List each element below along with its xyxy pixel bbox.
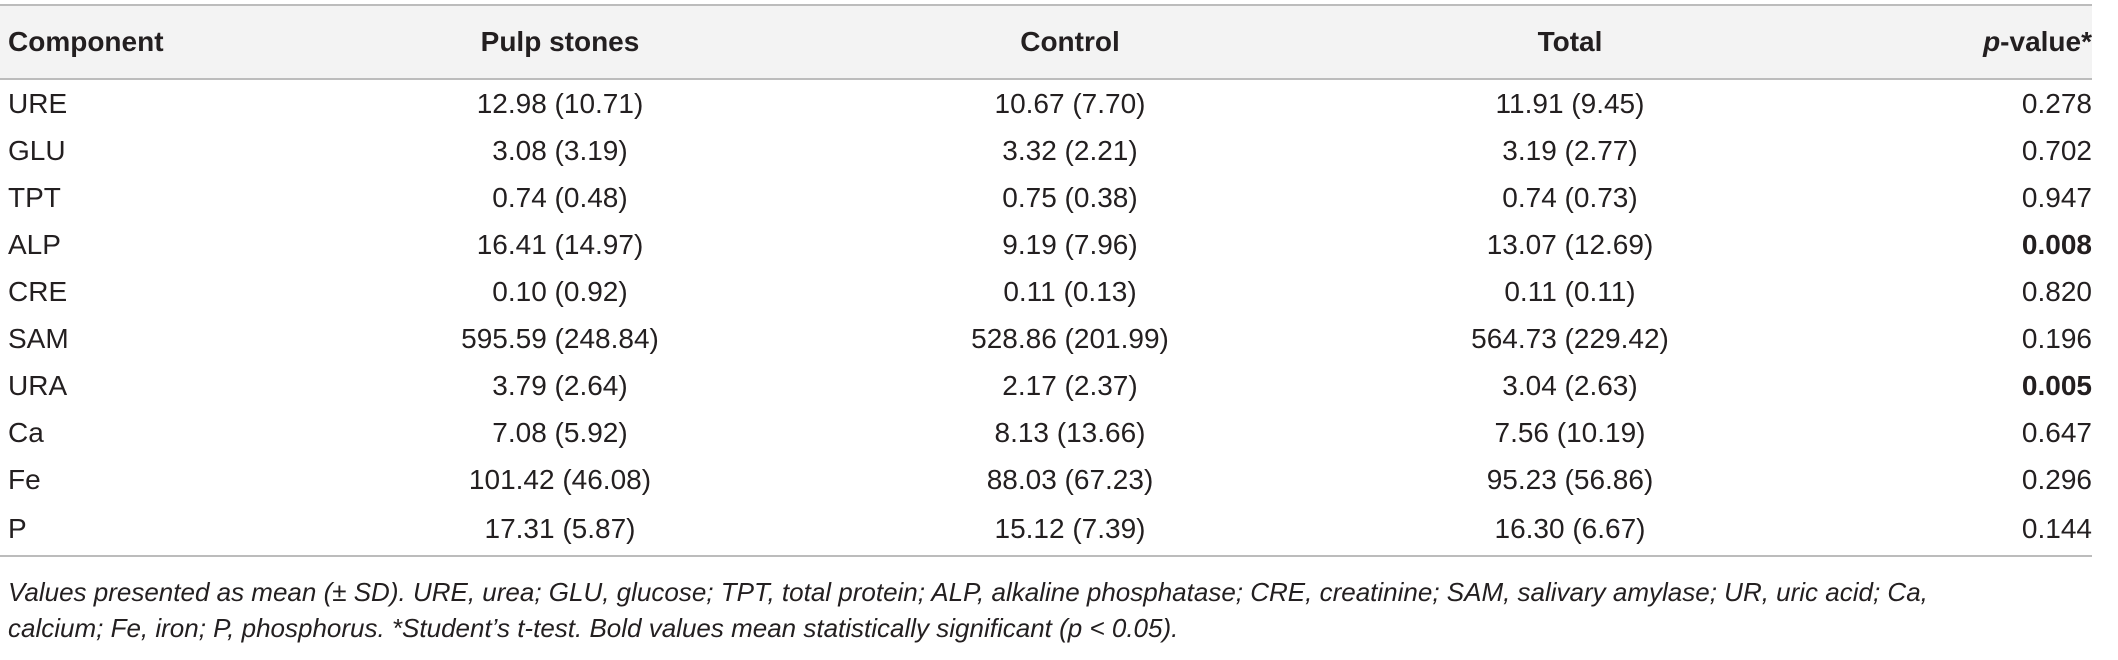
cell-control: 3.32 (2.21) [1002,134,1138,166]
header-p-value: p-value* [1820,4,2092,80]
cell-component: GLU [8,134,66,166]
cell-p-value: 0.647 [2021,416,2092,448]
cell-control: 10.67 (7.70) [994,87,1146,119]
cell-p-value: 0.144 [1820,503,2092,557]
cell-total: 7.56 (10.19) [1494,416,1646,448]
cell-component: Ca [8,416,44,448]
table-row: SAM 595.59 (248.84) 528.86 (201.99) 564.73 … [0,315,2092,362]
cell-total: 16.30 (6.67) [1320,503,1820,557]
table-footnote: Values presented as mean (± SD). URE, ur… [8,574,2098,646]
cell-control: 8.13 (13.66) [994,416,1146,448]
cell-control: 528.86 (201.99) [971,322,1169,354]
header-pulp-stones: Pulp stones [300,4,820,80]
cell-pulp-stones: 16.41 (14.97) [476,228,644,260]
table-row: URE 12.98 (10.71) 10.67 (7.70) 11.91 (9.45)… [0,79,2092,127]
cell-total: 0.74 (0.73) [1502,181,1638,213]
cell-pulp-stones: 0.74 (0.48) [492,181,628,213]
footnote-line-2: calcium; Fe, iron; P, phosphorus. *Stude… [8,613,1179,643]
header-total: Total [1320,4,1820,80]
header-p-value-rest: -value* [2000,26,2092,57]
table-row: URA 3.79 (2.64) 2.17 (2.37) 3.04 (2.63) 0.00… [0,362,2092,409]
cell-p-value: 0.008 [2021,228,2092,260]
cell-pulp-stones: 101.42 (46.08) [468,463,652,495]
header-control: Control [820,4,1320,80]
cell-control: 9.19 (7.96) [1002,228,1138,260]
table-row: CRE 0.10 (0.92) 0.11 (0.13) 0.11 (0.11) 0.82… [0,268,2092,315]
cell-total: 3.04 (2.63) [1502,369,1638,401]
cell-component: P [0,503,300,557]
cell-total: 13.07 (12.69) [1486,228,1654,260]
cell-control: 15.12 (7.39) [820,503,1320,557]
cell-total: 564.73 (229.42) [1471,322,1669,354]
cell-component: TPT [8,181,61,213]
cell-control: 2.17 (2.37) [1002,369,1138,401]
cell-control: 88.03 (67.23) [986,463,1154,495]
cell-component: SAM [8,322,69,354]
cell-pulp-stones: 3.08 (3.19) [492,134,628,166]
cell-p-value: 0.296 [2021,463,2092,495]
cell-p-value: 0.005 [2021,369,2092,401]
table-row: P 17.31 (5.87) 15.12 (7.39) 16.30 (6.67) 0.1… [0,503,2092,557]
table-row: TPT 0.74 (0.48) 0.75 (0.38) 0.74 (0.73) 0.94… [0,174,2092,221]
cell-total: 95.23 (56.86) [1486,463,1654,495]
table-header: Component Pulp stones Control Total p-va… [0,4,2092,80]
table-row: Fe 101.42 (46.08) 88.03 (67.23) 95.23 (56.8… [0,456,2092,503]
cell-total: 3.19 (2.77) [1502,134,1638,166]
cell-component: CRE [8,275,68,307]
cell-p-value: 0.947 [2021,181,2092,213]
cell-pulp-stones: 12.98 (10.71) [476,87,644,119]
table-row: Ca 7.08 (5.92) 8.13 (13.66) 7.56 (10.19) 0.6… [0,409,2092,456]
cell-pulp-stones: 7.08 (5.92) [492,416,628,448]
cell-pulp-stones: 0.10 (0.92) [492,275,628,307]
header-row: Component Pulp stones Control Total p-va… [0,4,2092,80]
cell-pulp-stones: 17.31 (5.87) [300,503,820,557]
cell-component: URA [8,369,68,401]
table-row: ALP 16.41 (14.97) 9.19 (7.96) 13.07 (12.69)… [0,221,2092,268]
cell-control: 0.11 (0.13) [1003,275,1137,307]
cell-component: ALP [8,228,61,260]
cell-p-value: 0.278 [2021,87,2092,119]
cell-p-value: 0.196 [2021,322,2092,354]
table-body: URE 12.98 (10.71) 10.67 (7.70) 11.91 (9.45)… [0,79,2092,557]
cell-component: URE [8,87,68,119]
cell-pulp-stones: 3.79 (2.64) [492,369,628,401]
cell-pulp-stones: 595.59 (248.84) [461,322,659,354]
cell-control: 0.75 (0.38) [1002,181,1138,213]
header-component: Component [0,4,300,80]
cell-total: 0.11 (0.11) [1504,275,1636,307]
cell-component: Fe [8,463,41,495]
table-row: GLU 3.08 (3.19) 3.32 (2.21) 3.19 (2.77) 0.70… [0,127,2092,174]
footnote-line-1: Values presented as mean (± SD). URE, ur… [8,577,1928,607]
header-p-value-italic: p [1983,26,2001,57]
results-table: Component Pulp stones Control Total p-va… [0,4,2092,557]
cell-p-value: 0.820 [2021,275,2092,307]
cell-p-value: 0.702 [2021,134,2092,166]
cell-total: 11.91 (9.45) [1495,87,1645,119]
